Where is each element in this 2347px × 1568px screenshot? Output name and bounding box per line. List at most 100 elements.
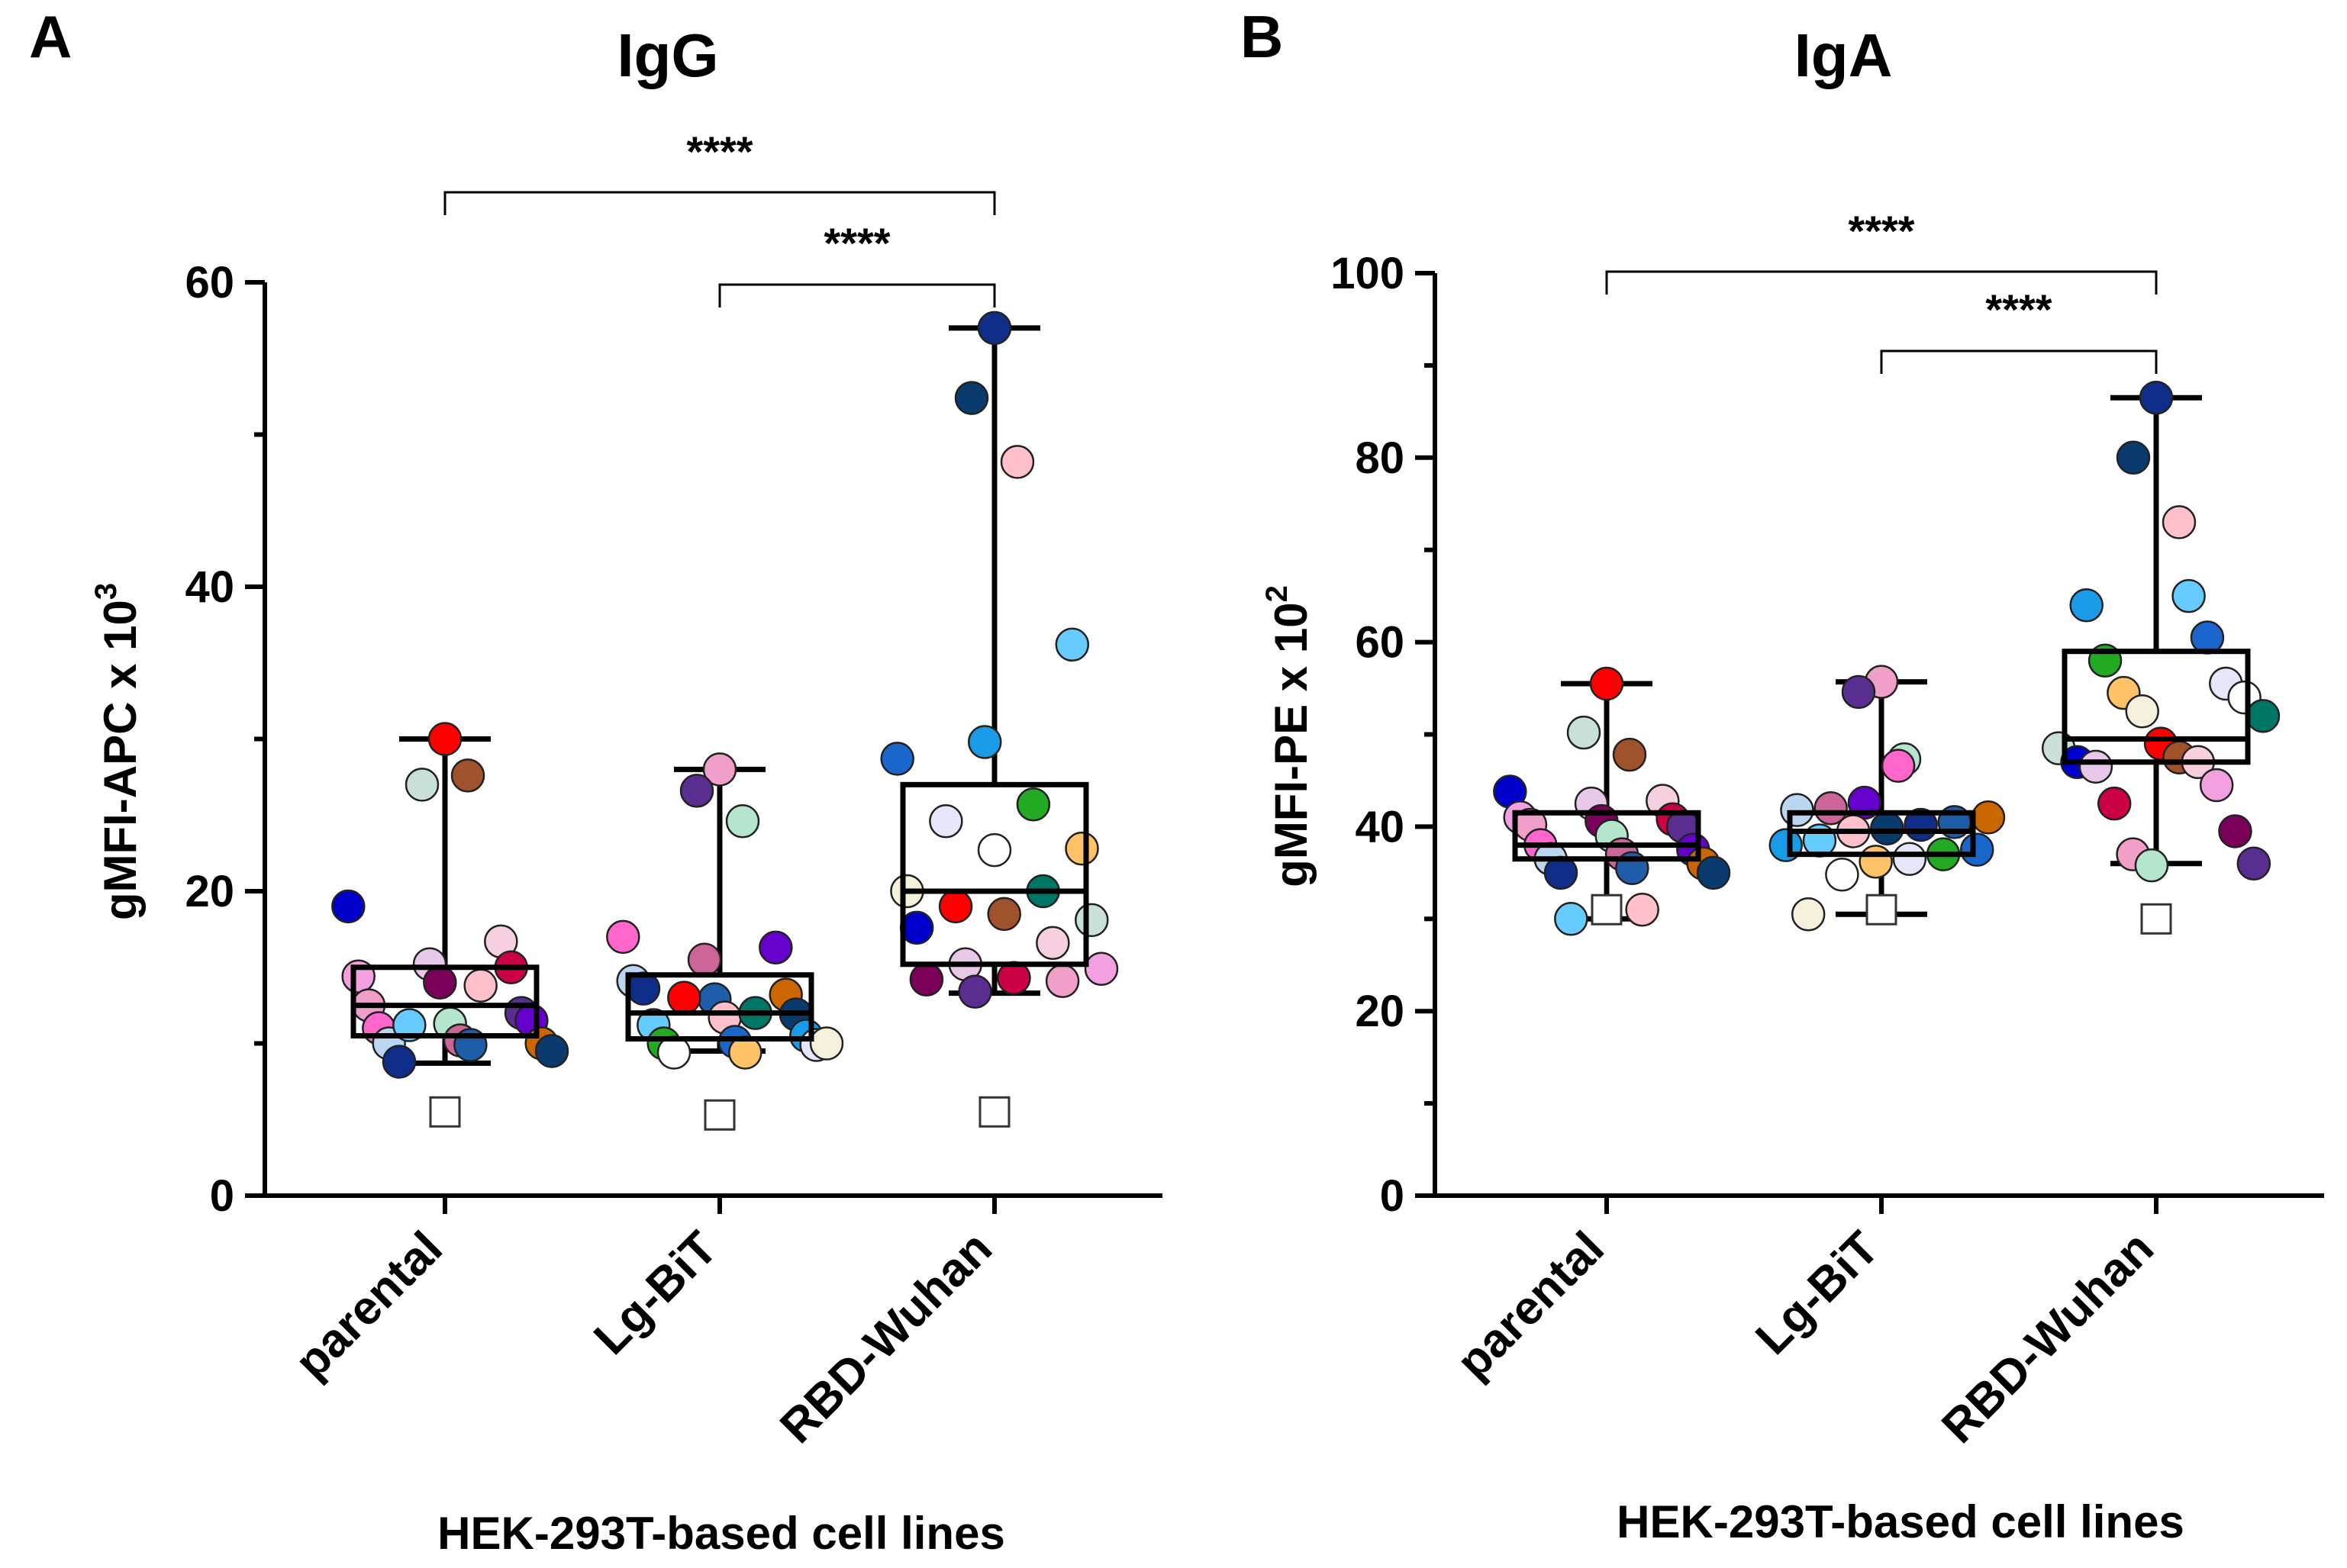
panel-a-data-point (1055, 627, 1090, 662)
panel-a-ylabel: gMFI-APC x 103 (89, 583, 146, 920)
panel-b-data-point (1841, 675, 1876, 710)
panel-b-data-point (1881, 749, 1916, 783)
panel-b-data-point (2236, 846, 2271, 881)
panel-b-data-point (2218, 814, 2252, 848)
panel-a-data-point (1084, 951, 1119, 986)
panel-a-data-point (1075, 903, 1109, 938)
panel-b-control-square (1865, 893, 1897, 926)
panel-a-ytick-label: 20 (185, 867, 234, 916)
panel-b-ytick-label: 0 (1380, 1171, 1404, 1221)
panel-b-data-point (2139, 380, 2174, 415)
panel-b-data-point (1554, 902, 1588, 936)
panel-b-significance-label: **** (1985, 285, 2052, 333)
panel-a-data-point (687, 942, 722, 977)
panel-a-data-point (968, 725, 1002, 759)
panel-a-data-point (702, 752, 737, 787)
panel-b-data-point (1589, 666, 1624, 701)
panel-a-box (350, 964, 540, 1039)
panel-a-data-point (929, 803, 963, 839)
panel-a-data-point (679, 774, 714, 808)
panel-b-data-point (1791, 897, 1826, 932)
panel-b-data-point (1566, 715, 1601, 750)
panel-a-data-point (954, 381, 989, 415)
panel-a-significance-bracket (443, 191, 996, 215)
panel-b-category-label: Lg-BiT (1746, 1222, 1889, 1365)
panel-a-data-point (958, 974, 992, 1009)
panel-a-data-point (331, 889, 366, 924)
panel-a-data-point (463, 968, 498, 1003)
panel-a-data-point (423, 965, 457, 1000)
panel-b-data-point (1825, 858, 1859, 892)
panel-a-data-point (450, 758, 485, 793)
panel-a-data-point (667, 980, 701, 1015)
panel-b-data-point (2125, 694, 2159, 729)
panel-b-significance-label: **** (1848, 207, 1914, 255)
panel-a-xlabel: HEK-293T-based cell lines (437, 1508, 1005, 1559)
panel-a-box (900, 781, 1089, 968)
panel-a-data-point (759, 930, 793, 965)
panel-a-significance-bracket (718, 283, 996, 307)
panel-b-data-point (1780, 793, 1814, 827)
panel-b-data-point (2078, 749, 2113, 784)
panel-b-control-square (1591, 893, 1623, 926)
panel-b-data-point (2162, 505, 2197, 539)
panel-a-data-point (809, 1026, 844, 1061)
panel-a-data-point (1016, 787, 1051, 822)
panel-a-significance-label: **** (824, 219, 890, 267)
panel-b-significance-bracket (1880, 349, 2158, 374)
panel-b-control-square (2140, 903, 2172, 935)
panel-a-plot: 0 20 40 60 parental Lg-BiT RBD-Wuhan **** **** (185, 127, 1162, 1454)
panel-a-data-point (1036, 926, 1070, 961)
panel-a-category-label: RBD-Wuhan (770, 1222, 1002, 1454)
panel-b-letter: B (1240, 3, 1283, 70)
panel-a-letter: A (29, 3, 72, 70)
panel-b-data-point (1892, 842, 1927, 876)
panel-a-data-point (938, 889, 973, 924)
panel-a-ylabel-exp: 3 (89, 583, 123, 600)
panel-b-xlabel: HEK-293T-based cell lines (1617, 1496, 2184, 1547)
panel-b-data-point (1813, 790, 1848, 826)
panel-a-data-point (427, 722, 463, 756)
panel-b-title: IgA (1794, 21, 1893, 89)
panel-b-data-point (1612, 737, 1647, 772)
panel-a-data-point (977, 832, 1012, 868)
panel-b-data-point (2116, 440, 2151, 475)
panel-a-control-square (978, 1096, 1011, 1128)
panel-a-category-label: Lg-BiT (584, 1222, 727, 1365)
panel-a-category-label: parental (285, 1222, 453, 1389)
panel-b-plot: 0 20 40 60 80 100 parental Lg-BiT RBD-Wuhan **** *… (1330, 207, 2324, 1454)
panel-b-ytick-label: 60 (1355, 618, 1404, 668)
panel-a-data-point (534, 1034, 569, 1068)
panel-b-data-point (1859, 845, 1893, 879)
panel-b-ytick-label: 40 (1355, 802, 1404, 852)
panel-a-control-square (704, 1099, 736, 1131)
panel-b-data-point (2245, 699, 2281, 733)
panel-b-data-point (2069, 588, 2104, 623)
panel-a-ytick-label: 60 (185, 258, 234, 307)
panel-b-box (1512, 810, 1701, 862)
panel-a-data-point (606, 919, 640, 955)
panel-b-data-point (1870, 811, 1904, 846)
panel-a-data-point (977, 311, 1012, 346)
panel-b-data-point (1625, 892, 1659, 927)
panel-a-ytick-label: 0 (210, 1171, 234, 1221)
panel-b-data-point (2097, 786, 2132, 821)
panel-b-significance-bracket (1605, 270, 2158, 295)
panel-a-ytick-label: 40 (185, 562, 234, 612)
panel-b-ytick-label: 20 (1355, 987, 1404, 1036)
panel-b-data-point (2199, 768, 2234, 803)
panel-a-data-point (1065, 831, 1099, 866)
panel-a-data-point (909, 962, 944, 997)
panel-a-data-point (987, 897, 1021, 932)
panel-b-data-point (2171, 578, 2206, 613)
panel-b-ylabel: gMFI-PE x 102 (1260, 585, 1317, 887)
panel-b-category-label: RBD-Wuhan (1932, 1222, 2164, 1454)
panel-a-box (625, 972, 814, 1042)
panel-b-data-point (1696, 855, 1731, 890)
panel-a-control-square (429, 1096, 461, 1128)
panel-b-ytick-label: 100 (1330, 249, 1404, 298)
panel-a-data-point (1045, 964, 1080, 998)
panel-a-data-point (880, 742, 914, 776)
panel-b-data-point (1960, 832, 1994, 867)
panel-b-box (2062, 649, 2251, 765)
